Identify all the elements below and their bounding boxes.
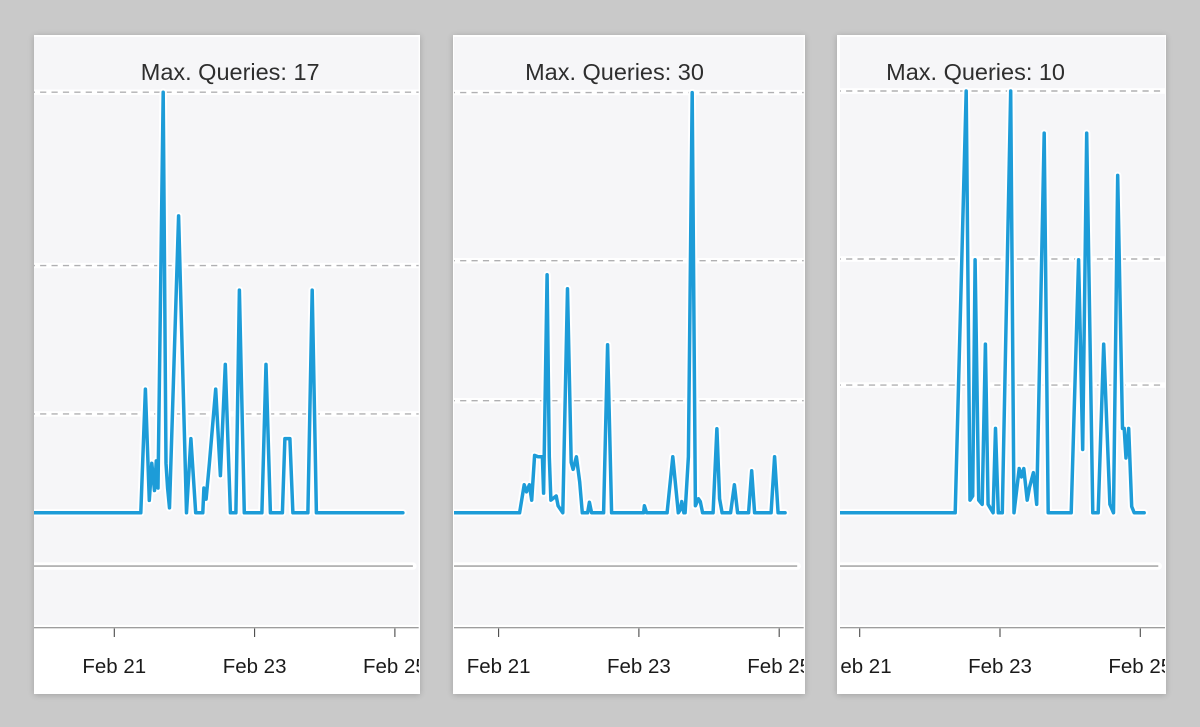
svg-text:Feb 25: Feb 25 [1108,654,1165,677]
svg-text:Feb 25: Feb 25 [363,654,419,677]
svg-text:Max. Queries: 17: Max. Queries: 17 [141,58,320,84]
svg-text:Max. Queries: 10: Max. Queries: 10 [886,58,1065,84]
svg-text:Feb 23: Feb 23 [607,654,671,677]
svg-text:Feb 21: Feb 21 [467,654,531,677]
svg-text:Feb 25: Feb 25 [747,654,803,677]
svg-text:Feb 21: Feb 21 [82,654,146,677]
svg-text:Feb 23: Feb 23 [968,654,1032,677]
svg-text:Feb 23: Feb 23 [223,654,287,677]
svg-text:Feb 21: Feb 21 [840,654,892,677]
svg-text:Max. Queries: 30: Max. Queries: 30 [525,58,704,84]
